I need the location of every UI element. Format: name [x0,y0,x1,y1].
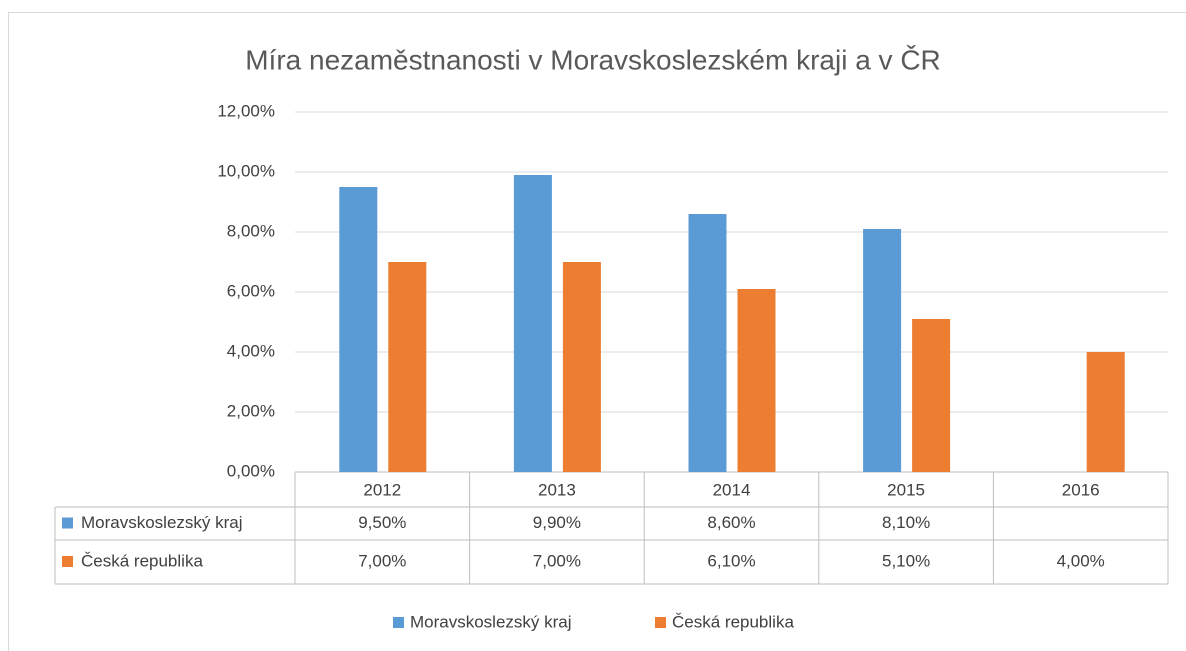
x-tick-label: 2014 [713,480,751,499]
y-tick-label: 6,00% [227,281,275,300]
bar [339,187,378,472]
x-tick-label: 2012 [363,480,401,499]
table-value: 5,10% [882,551,930,570]
table-value: 6,10% [707,551,755,570]
y-tick-label: 0,00% [227,461,275,480]
table-legend-key [62,517,73,529]
legend-key [655,617,666,628]
bar [737,289,776,472]
table-value: 7,00% [533,551,581,570]
y-tick-label: 10,00% [217,161,275,180]
y-tick-label: 8,00% [227,221,275,240]
bar [688,214,727,472]
bar [1086,352,1125,472]
bar [912,319,951,472]
legend-key [393,617,404,628]
bar [513,175,552,472]
table-value: 9,50% [358,513,406,532]
table-value: 7,00% [358,551,406,570]
bar [863,229,902,472]
x-tick-label: 2013 [538,480,576,499]
table-value: 4,00% [1057,551,1105,570]
legend-label: Česká republika [672,612,794,631]
chart-title: Míra nezaměstnanosti v Moravskoslezském … [245,44,941,75]
y-tick-label: 4,00% [227,341,275,360]
legend-label: Moravskoslezský kraj [410,612,572,631]
y-tick-label: 2,00% [227,401,275,420]
table-legend-key [62,556,73,567]
x-tick-label: 2016 [1062,480,1100,499]
table-value: 8,60% [707,513,755,532]
table-series-name: Moravskoslezský kraj [81,513,243,532]
table-series-name: Česká republika [81,551,203,570]
y-tick-label: 12,00% [217,101,275,120]
table-value: 9,90% [533,513,581,532]
x-tick-label: 2015 [887,480,925,499]
bar [388,262,427,472]
bar [562,262,601,472]
table-value: 8,10% [882,513,930,532]
